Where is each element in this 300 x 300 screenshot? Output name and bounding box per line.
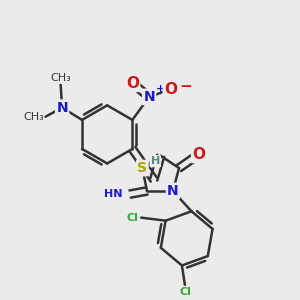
Text: N: N	[167, 184, 179, 198]
Text: HN: HN	[104, 189, 122, 199]
Text: S: S	[137, 161, 147, 175]
Text: Cl: Cl	[179, 287, 191, 297]
Text: N: N	[143, 90, 155, 104]
Text: N: N	[56, 101, 68, 115]
Text: O: O	[164, 82, 177, 97]
Text: +: +	[156, 84, 165, 94]
Text: CH₃: CH₃	[23, 112, 44, 122]
Text: −: −	[179, 79, 192, 94]
Text: CH₃: CH₃	[50, 73, 71, 83]
Text: O: O	[192, 147, 206, 162]
Text: Cl: Cl	[126, 213, 138, 223]
Text: O: O	[126, 76, 139, 91]
Text: H: H	[151, 156, 160, 166]
